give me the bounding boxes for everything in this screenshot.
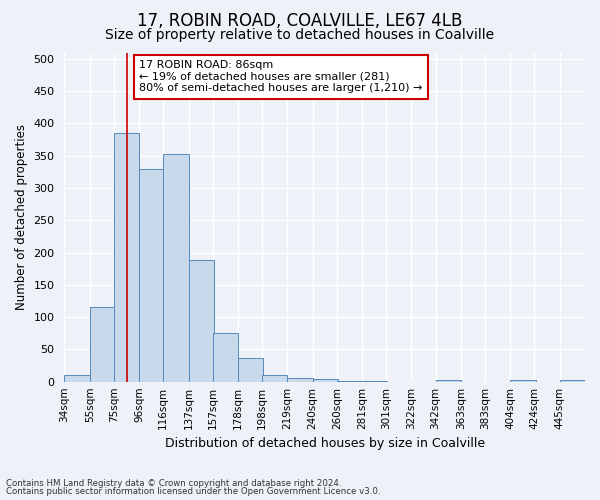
Text: 17, ROBIN ROAD, COALVILLE, LE67 4LB: 17, ROBIN ROAD, COALVILLE, LE67 4LB <box>137 12 463 30</box>
Text: 17 ROBIN ROAD: 86sqm
← 19% of detached houses are smaller (281)
80% of semi-deta: 17 ROBIN ROAD: 86sqm ← 19% of detached h… <box>139 60 422 94</box>
Bar <box>287 378 313 382</box>
Text: Size of property relative to detached houses in Coalville: Size of property relative to detached ho… <box>106 28 494 42</box>
Bar <box>362 381 388 382</box>
Bar <box>436 380 461 382</box>
Bar <box>90 308 115 382</box>
Bar <box>64 375 90 382</box>
Bar <box>337 381 362 382</box>
Bar <box>114 133 139 382</box>
Bar <box>262 375 287 382</box>
Bar <box>163 154 188 382</box>
Bar <box>238 358 263 382</box>
Text: Contains HM Land Registry data © Crown copyright and database right 2024.: Contains HM Land Registry data © Crown c… <box>6 478 341 488</box>
Bar <box>313 379 338 382</box>
Y-axis label: Number of detached properties: Number of detached properties <box>15 124 28 310</box>
X-axis label: Distribution of detached houses by size in Coalville: Distribution of detached houses by size … <box>164 437 485 450</box>
Bar <box>212 334 238 382</box>
Bar <box>560 380 585 382</box>
Bar <box>510 380 536 382</box>
Bar <box>139 168 164 382</box>
Text: Contains public sector information licensed under the Open Government Licence v3: Contains public sector information licen… <box>6 487 380 496</box>
Bar <box>188 260 214 382</box>
